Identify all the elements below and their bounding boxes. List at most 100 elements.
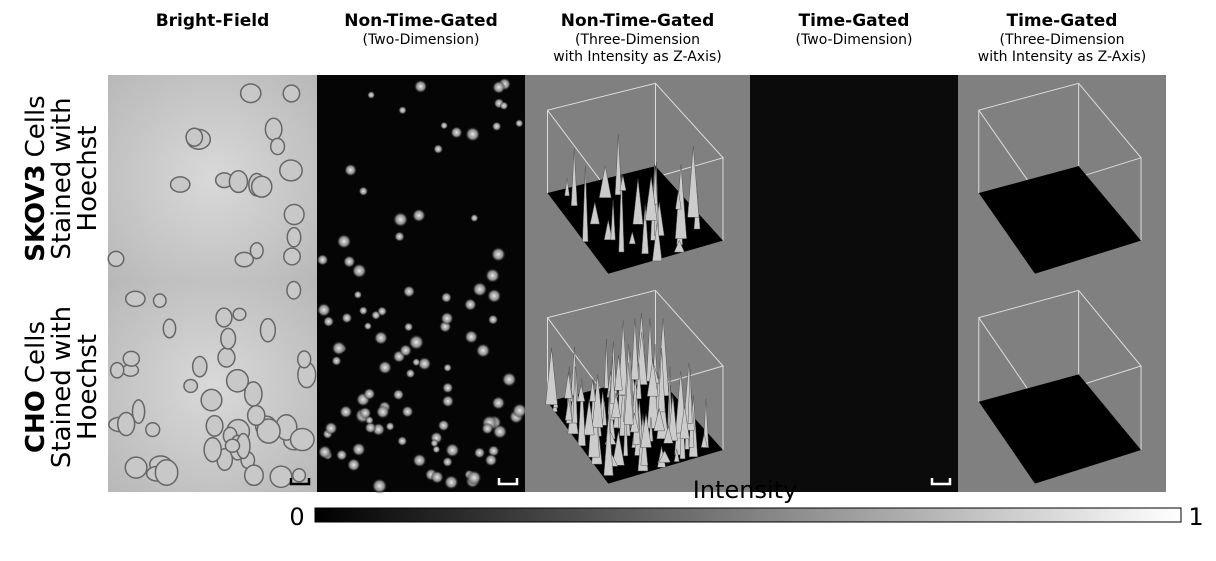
nucleus <box>412 453 426 467</box>
cell <box>201 389 222 410</box>
image-panel <box>750 282 958 492</box>
cell <box>252 176 272 197</box>
cell <box>229 171 247 193</box>
nucleus <box>442 395 455 408</box>
nucleus <box>441 292 452 303</box>
nucleus <box>341 312 352 323</box>
column-title: Bright-Field <box>156 11 270 31</box>
nucleus <box>485 268 500 283</box>
nucleus <box>336 234 351 249</box>
cell <box>206 416 223 437</box>
nucleus <box>408 334 424 350</box>
cell <box>221 328 236 349</box>
nucleus <box>444 475 459 490</box>
colorbar <box>315 508 1181 522</box>
cell <box>216 308 232 327</box>
cell <box>153 294 166 307</box>
nucleus <box>466 470 481 485</box>
nucleus <box>474 447 486 459</box>
nucleus <box>365 416 374 425</box>
nucleus <box>323 316 334 327</box>
cell <box>248 406 265 426</box>
nucleus <box>430 470 443 483</box>
cell <box>193 357 207 377</box>
image-panels <box>108 75 1166 494</box>
column-title: Time-Gated <box>799 11 910 31</box>
cell <box>293 469 306 482</box>
nucleus <box>472 282 487 297</box>
nucleus <box>414 80 428 94</box>
image-panel <box>750 75 958 282</box>
column-title: Non-Time-Gated <box>344 11 498 31</box>
cell <box>111 363 124 378</box>
column-subtitle: with Intensity as Z-Axis) <box>978 49 1146 65</box>
cell <box>118 412 135 435</box>
nucleus <box>339 405 352 418</box>
nucleus <box>430 439 438 447</box>
nucleus <box>404 322 414 332</box>
cell <box>204 438 221 462</box>
nucleus <box>470 214 478 222</box>
nucleus <box>372 478 388 494</box>
nucleus <box>359 306 368 315</box>
nucleus <box>487 289 502 304</box>
image-panel <box>317 282 528 494</box>
nucleus <box>397 436 407 446</box>
nucleus <box>465 127 480 142</box>
cell <box>184 379 197 392</box>
nucleus <box>374 331 388 345</box>
column-title: Time-Gated <box>1007 11 1118 31</box>
column-subtitle: (Three-Dimension <box>999 32 1124 48</box>
nucleus <box>401 405 413 417</box>
nucleus <box>331 356 341 366</box>
nucleus <box>492 81 506 95</box>
nucleus <box>476 343 491 358</box>
cell <box>284 248 300 265</box>
cell <box>291 429 315 451</box>
nucleus <box>344 164 357 177</box>
nucleus <box>358 186 368 196</box>
column-title: Non-Time-Gated <box>561 11 715 31</box>
cell <box>146 423 160 437</box>
nucleus <box>438 419 450 431</box>
fluorescence-image <box>750 282 958 492</box>
cell <box>283 85 299 102</box>
nucleus <box>502 372 517 387</box>
nucleus <box>412 358 420 366</box>
nucleus <box>364 322 372 330</box>
cell <box>280 160 302 181</box>
image-panel <box>525 282 750 492</box>
nucleus <box>331 341 346 356</box>
nucleus <box>376 405 390 419</box>
nucleus <box>500 101 509 110</box>
image-panel <box>317 75 525 283</box>
nucleus <box>367 91 375 99</box>
colorbar-min: 0 <box>289 503 304 531</box>
cell <box>227 370 249 392</box>
cell <box>225 439 239 452</box>
nucleus <box>352 442 366 456</box>
nucleus <box>464 330 478 344</box>
nucleus <box>393 389 405 401</box>
cell <box>265 118 281 140</box>
nucleus <box>445 443 460 458</box>
nucleus <box>515 119 524 128</box>
cell <box>241 84 261 103</box>
nucleus <box>464 298 477 311</box>
cell <box>171 177 190 192</box>
cell <box>235 252 253 266</box>
cell <box>287 228 300 247</box>
nucleus <box>318 445 332 459</box>
cell <box>123 351 139 366</box>
nucleus <box>484 454 497 467</box>
column-subtitle: (Three-Dimension <box>575 32 700 48</box>
image-panel <box>108 281 317 492</box>
cell <box>284 204 304 224</box>
nucleus <box>363 388 375 400</box>
column-subtitle: (Two-Dimension) <box>796 32 913 48</box>
cell <box>163 319 175 338</box>
image-panel <box>958 282 1166 492</box>
nucleus <box>394 231 405 242</box>
nucleus <box>336 449 348 461</box>
nucleus <box>412 208 426 222</box>
